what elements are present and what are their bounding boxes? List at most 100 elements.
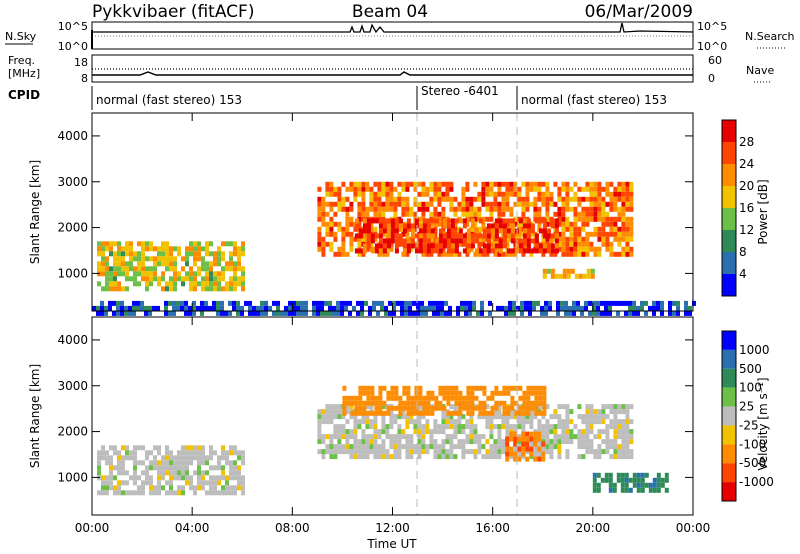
heatmap-cell-1-1 — [365, 434, 369, 439]
heatmap-cell-0-1 — [545, 187, 549, 192]
heatmap-cell-0-0 — [117, 266, 121, 271]
heatmap-cell-1-2 — [466, 391, 470, 396]
heatmap-cell-1-0 — [209, 445, 213, 450]
heatmap-cell-0-2 — [399, 218, 403, 223]
heatmap-cell-1-1 — [617, 424, 621, 429]
heatmap-cell-0-0 — [137, 266, 141, 271]
heatmap-cell-0-0 — [141, 276, 145, 281]
heatmap-cell-0-2 — [455, 243, 459, 248]
heatmap-cell-0-2 — [519, 248, 523, 253]
heatmap-cell-1-1 — [489, 419, 493, 424]
heatmap-cell-0-2 — [447, 248, 451, 253]
heatmap-cell-1-4 — [657, 488, 661, 493]
heatmap-cell-0-4 — [424, 311, 428, 316]
heatmap-cell-0-1 — [617, 232, 621, 237]
heatmap-cell-0-1 — [617, 212, 621, 217]
heatmap-cell-1-4 — [625, 488, 629, 493]
heatmap-cell-0-0 — [109, 251, 113, 256]
heatmap-cell-0-1 — [505, 202, 509, 207]
heatmap-cell-0-1 — [537, 197, 541, 202]
heatmap-cell-0-1 — [445, 182, 449, 187]
heatmap-cell-1-2 — [522, 396, 526, 401]
heatmap-cell-0-4 — [260, 301, 264, 306]
heatmap-cell-1-1 — [441, 414, 445, 419]
heatmap-cell-1-1 — [393, 449, 397, 454]
heatmap-cell-0-1 — [541, 182, 545, 187]
heatmap-cell-0-2 — [391, 218, 395, 223]
heatmap-cell-0-1 — [593, 187, 597, 192]
heatmap-cell-1-2 — [510, 386, 514, 391]
heatmap-cell-1-0 — [241, 460, 245, 465]
x-tick-label: 00:00 — [75, 521, 110, 535]
heatmap-cell-0-0 — [153, 261, 157, 266]
heatmap-cell-1-2 — [494, 401, 498, 406]
heatmap-cell-0-4 — [328, 301, 332, 306]
heatmap-cell-1-1 — [629, 434, 633, 439]
heatmap-cell-1-1 — [393, 434, 397, 439]
heatmap-cell-0-1 — [569, 227, 573, 232]
heatmap-cell-1-0 — [105, 490, 109, 495]
heatmap-cell-0-0 — [201, 246, 205, 251]
heatmap-cell-0-2 — [443, 243, 447, 248]
heatmap-cell-0-1 — [317, 227, 321, 232]
heatmap-cell-1-0 — [201, 475, 205, 480]
heatmap-cell-0-1 — [609, 182, 613, 187]
heatmap-cell-1-2 — [490, 396, 494, 401]
heatmap-cell-0-4 — [144, 306, 148, 311]
heatmap-cell-1-2 — [406, 396, 410, 401]
heatmap-cell-1-1 — [621, 434, 625, 439]
heatmap-cell-1-1 — [397, 429, 401, 434]
heatmap-cell-1-0 — [177, 465, 181, 470]
heatmap-cell-1-2 — [414, 386, 418, 391]
heatmap-cell-0-1 — [545, 207, 549, 212]
heatmap-cell-0-1 — [333, 202, 337, 207]
heatmap-cell-1-1 — [373, 454, 377, 459]
freq-line — [92, 72, 693, 75]
heatmap-cell-0-4 — [384, 306, 388, 311]
heatmap-cell-0-4 — [184, 311, 188, 316]
heatmap-cell-1-2 — [490, 391, 494, 396]
heatmap-cell-1-2 — [406, 401, 410, 406]
power-colorbar-tick: 28 — [739, 135, 754, 149]
heatmap-cell-0-0 — [205, 266, 209, 271]
heatmap-cell-1-0 — [165, 480, 169, 485]
heatmap-cell-1-2 — [362, 411, 366, 416]
heatmap-cell-0-0 — [101, 256, 105, 261]
heatmap-cell-0-0 — [137, 261, 141, 266]
heatmap-cell-0-4 — [144, 311, 148, 316]
heatmap-cell-0-4 — [600, 311, 604, 316]
heatmap-cell-1-2 — [390, 391, 394, 396]
heatmap-cell-1-1 — [361, 439, 365, 444]
heatmap-cell-0-1 — [573, 242, 577, 247]
heatmap-cell-1-4 — [621, 483, 625, 488]
heatmap-cell-0-0 — [161, 271, 165, 276]
heatmap-cell-1-1 — [425, 444, 429, 449]
heatmap-cell-1-2 — [426, 391, 430, 396]
heatmap-cell-1-0 — [113, 465, 117, 470]
heatmap-cell-0-0 — [209, 286, 213, 291]
heatmap-cell-1-0 — [157, 460, 161, 465]
heatmap-cell-0-1 — [625, 207, 629, 212]
heatmap-cell-1-2 — [430, 396, 434, 401]
x-tick-label: 20:00 — [576, 521, 611, 535]
heatmap-cell-1-0 — [181, 445, 185, 450]
heatmap-cell-0-1 — [485, 217, 489, 222]
heatmap-cell-1-0 — [197, 485, 201, 490]
heatmap-cell-1-1 — [473, 439, 477, 444]
heatmap-cell-1-1 — [481, 444, 485, 449]
heatmap-cell-0-4 — [180, 306, 184, 311]
heatmap-cell-1-1 — [321, 439, 325, 444]
heatmap-cell-0-4 — [172, 311, 176, 316]
heatmap-cell-0-4 — [660, 306, 664, 311]
heatmap-cell-0-4 — [468, 306, 472, 311]
heatmap-cell-1-1 — [513, 424, 517, 429]
heatmap-cell-0-1 — [585, 212, 589, 217]
heatmap-cell-1-1 — [397, 454, 401, 459]
heatmap-cell-0-0 — [141, 246, 145, 251]
heatmap-cell-0-1 — [597, 207, 601, 212]
heatmap-cell-1-0 — [125, 450, 129, 455]
heatmap-cell-1-2 — [502, 386, 506, 391]
heatmap-cell-1-1 — [545, 434, 549, 439]
heatmap-cell-0-1 — [577, 212, 581, 217]
heatmap-cell-0-1 — [501, 197, 505, 202]
